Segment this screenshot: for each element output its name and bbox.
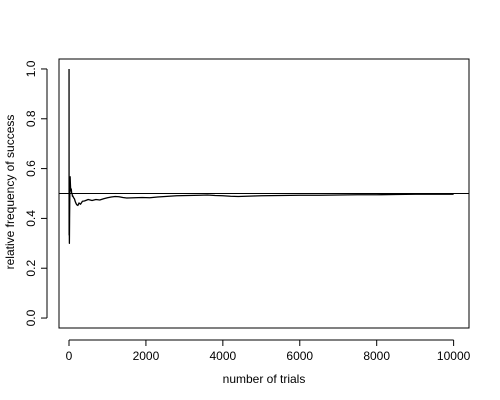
x-tick-label: 6000 — [286, 349, 313, 363]
x-tick-label: 2000 — [133, 349, 160, 363]
x-tick-label: 10000 — [437, 349, 471, 363]
y-tick-label: 0.8 — [24, 110, 38, 127]
y-tick-label: 0.0 — [24, 309, 38, 326]
y-tick-label: 0.4 — [24, 210, 38, 227]
y-tick-label: 0.2 — [24, 260, 38, 277]
x-axis-label: number of trials — [223, 372, 306, 386]
y-tick-label: 1.0 — [24, 60, 38, 77]
y-tick-label: 0.6 — [24, 160, 38, 177]
series-line — [68, 68, 454, 244]
plot-area: 0 2000 4000 6000 8000 10000 0.0 0.2 0.4 0.6 0.8 1.0 — [24, 58, 471, 363]
x-tick-label: 4000 — [209, 349, 236, 363]
y-axis-label: relative frequency of success — [3, 115, 17, 270]
x-tick-label: 0 — [66, 349, 73, 363]
x-tick-label: 8000 — [363, 349, 390, 363]
